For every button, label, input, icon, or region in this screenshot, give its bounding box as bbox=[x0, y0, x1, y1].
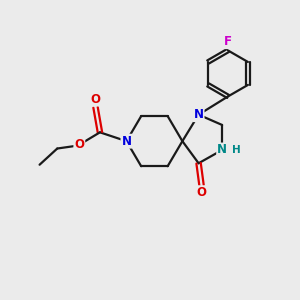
Text: F: F bbox=[224, 35, 232, 48]
Text: N: N bbox=[194, 108, 204, 121]
Text: O: O bbox=[91, 93, 100, 106]
Text: O: O bbox=[196, 186, 206, 199]
Text: N: N bbox=[122, 135, 131, 148]
Text: N: N bbox=[217, 143, 227, 157]
Text: O: O bbox=[74, 138, 84, 151]
Text: H: H bbox=[232, 145, 241, 155]
